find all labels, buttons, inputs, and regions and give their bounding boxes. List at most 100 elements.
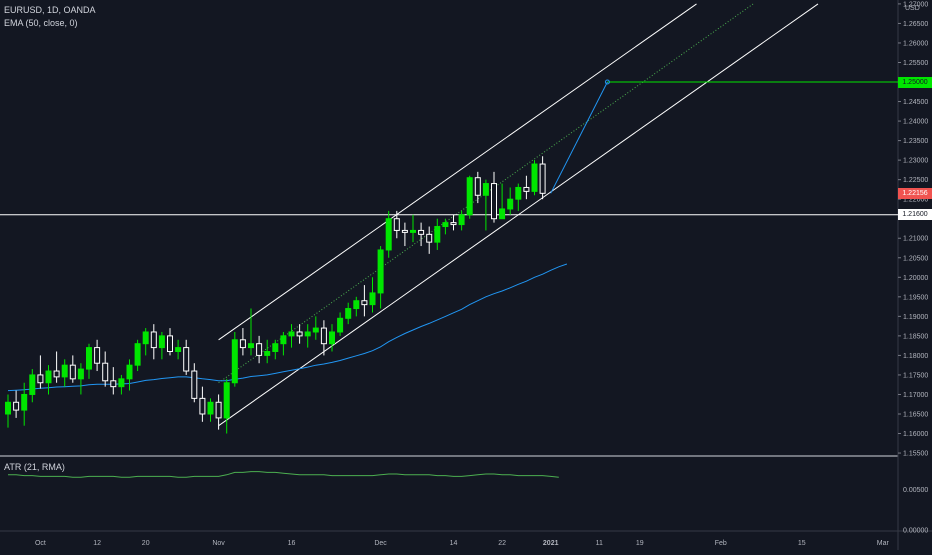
price-tick-label: 1.16500 — [903, 411, 928, 418]
time-tick-label: Feb — [715, 540, 727, 547]
time-tick-label: 22 — [498, 540, 506, 547]
price-tick-label: 1.17000 — [903, 392, 928, 399]
candle-up — [5, 401, 11, 415]
atr-tick-label: 0.00500 — [903, 487, 928, 494]
price-tick-label: 1.19500 — [903, 294, 928, 301]
currency-label: USD — [905, 5, 920, 12]
price-tick-label: 1.23000 — [903, 158, 928, 165]
price-tick-label: 1.23500 — [903, 138, 928, 145]
candle-down — [239, 339, 246, 349]
candle-up — [442, 222, 449, 228]
candle-down — [450, 222, 457, 226]
candle-up — [329, 331, 335, 345]
candle-down — [199, 397, 206, 415]
price-tick-label: 1.24500 — [903, 99, 928, 106]
price-tick-label: 1.20000 — [903, 275, 928, 282]
candle-up — [142, 331, 149, 345]
projection-segment[interactable] — [550, 81, 608, 194]
candle-down — [418, 229, 425, 235]
symbol-legend[interactable]: EURUSD, 1D, OANDA — [4, 5, 96, 15]
candle-up — [118, 378, 125, 388]
price-tick-label: 1.26500 — [903, 21, 928, 28]
time-tick-label: 16 — [288, 540, 296, 547]
price-tick-label: 1.27000 — [903, 1, 928, 8]
atr-line — [8, 471, 559, 478]
candle-up — [369, 292, 376, 306]
price-tick-label: 1.18000 — [903, 353, 928, 360]
price-axis[interactable]: 1.27000 1.26500 1.26000 1.25500 1.24500 1.240… — [898, 1, 928, 535]
candle-up — [45, 370, 52, 384]
candles — [5, 156, 546, 434]
candle-up — [385, 218, 392, 251]
candle-up — [507, 198, 514, 210]
candle-down — [361, 300, 368, 306]
candle-up — [353, 300, 360, 310]
time-tick-label: 15 — [798, 540, 806, 547]
candle-up — [531, 163, 538, 192]
candle-down — [426, 233, 433, 243]
projection-line[interactable] — [550, 79, 610, 194]
target-price-tag: 1.25000 — [898, 76, 932, 88]
candle-down — [256, 343, 263, 356]
ema-legend[interactable]: EMA (50, close, 0) — [4, 18, 78, 28]
candle-up — [304, 331, 311, 337]
candle-down — [150, 331, 157, 349]
candle-up — [134, 343, 141, 366]
horizontal-levels[interactable] — [0, 81, 898, 216]
candle-down — [393, 218, 400, 231]
atr-legend[interactable]: ATR (21, RMA) — [4, 462, 65, 472]
candle-up — [482, 183, 489, 196]
price-tick-label: 1.17500 — [903, 372, 928, 379]
atr-pane — [8, 471, 559, 478]
ema-50-line — [7, 263, 568, 392]
candle-up — [288, 331, 295, 337]
candle-up — [21, 393, 28, 411]
candle-up — [410, 229, 416, 233]
price-tick-label: 1.21000 — [903, 236, 928, 243]
candle-down — [102, 362, 109, 382]
candle-down — [13, 401, 20, 411]
time-tick-label: 11 — [596, 540, 603, 547]
price-tick-label: 1.25500 — [903, 60, 928, 67]
candle-up — [466, 177, 473, 216]
candle-down — [320, 327, 327, 345]
candle-down — [37, 374, 44, 384]
candle-down — [94, 347, 101, 364]
candle-down — [215, 401, 222, 419]
candle-up — [223, 382, 230, 419]
projection-end-handle[interactable] — [604, 79, 610, 85]
price-tick-label: 1.19000 — [903, 314, 928, 321]
candle-up — [248, 343, 254, 349]
candle-up — [434, 226, 441, 243]
time-tick-label: 12 — [93, 540, 101, 547]
price-tick-label: 1.18500 — [903, 333, 928, 340]
time-axis[interactable]: Oct 12 20 Nov 16 Dec 14 22 2021 11 19 Feb 15 Mar — [35, 540, 890, 547]
candle-down — [167, 335, 173, 353]
candle-down — [53, 370, 60, 378]
channel-upper-line[interactable] — [218, 3, 697, 341]
time-tick-label: 19 — [636, 540, 644, 547]
time-tick-label: Nov — [212, 540, 225, 547]
time-tick-label: Mar — [877, 540, 890, 547]
time-tick-label: Dec — [374, 540, 387, 547]
candle-down — [523, 186, 530, 192]
candle-up — [312, 327, 319, 333]
candle-down — [491, 183, 497, 220]
time-tick-label: 20 — [142, 540, 150, 547]
atr-tick-label: 0.00000 — [903, 528, 928, 535]
candle-up — [264, 351, 271, 356]
time-tick-label: 2021 — [543, 540, 559, 547]
time-tick-label: 14 — [450, 540, 458, 547]
candle-up — [499, 208, 506, 220]
price-tick-label: 1.22500 — [903, 177, 928, 184]
candle-down — [474, 177, 481, 196]
candle-up — [126, 364, 133, 380]
support-price-tag: 1.21600 — [898, 209, 932, 221]
candle-up — [158, 335, 165, 349]
candle-up — [272, 343, 279, 353]
candle-up — [175, 347, 182, 353]
candle-up — [231, 339, 238, 384]
